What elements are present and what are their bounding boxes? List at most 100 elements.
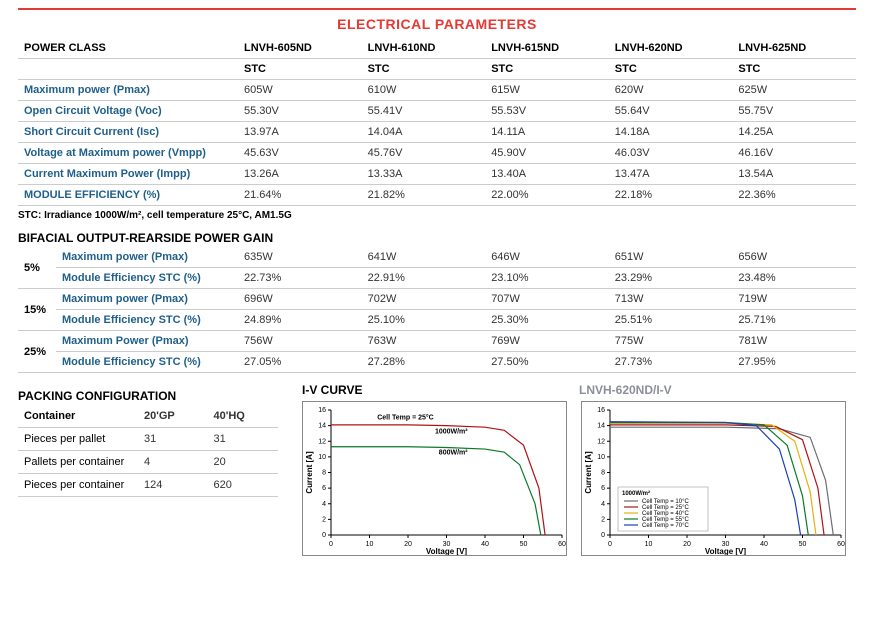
row-label: Voltage at Maximum power (Vmpp): [18, 143, 238, 164]
svg-text:Current [A]: Current [A]: [584, 451, 593, 494]
svg-text:4: 4: [601, 501, 605, 508]
cell: 646W: [485, 247, 609, 268]
packing-title: PACKING CONFIGURATION: [18, 389, 278, 403]
cell: 14.25A: [732, 122, 856, 143]
gain-label: 25%: [18, 331, 56, 373]
svg-text:1000W/m²: 1000W/m²: [622, 490, 650, 497]
cell: 23.10%: [485, 268, 609, 289]
svg-text:40: 40: [481, 541, 489, 548]
svg-text:60: 60: [837, 541, 845, 548]
svg-text:40: 40: [760, 541, 768, 548]
gain-label: 15%: [18, 289, 56, 331]
cell: 46.16V: [732, 143, 856, 164]
cell: 13.54A: [732, 164, 856, 185]
row-label: Maximum power (Pmax): [56, 289, 238, 310]
svg-text:12: 12: [597, 438, 605, 445]
iv-chart-irradiance: 01020304050600246810121416Voltage [V]Cur…: [302, 401, 567, 556]
cell: 696W: [238, 289, 362, 310]
table-row: 5%Maximum power (Pmax)635W641W646W651W65…: [18, 247, 856, 268]
svg-text:2: 2: [322, 516, 326, 523]
cell: 27.95%: [732, 352, 856, 373]
cell: 45.90V: [485, 143, 609, 164]
svg-text:12: 12: [318, 438, 326, 445]
cell: 124: [138, 474, 208, 497]
cell: 20: [208, 451, 279, 474]
table-row: 25%Maximum Power (Pmax)756W763W769W775W7…: [18, 331, 856, 352]
cell: 13.33A: [362, 164, 486, 185]
iv-subtitle: LNVH-620ND/I-V: [579, 383, 856, 397]
row-label: Maximum power (Pmax): [18, 80, 238, 101]
svg-text:Cell Temp = 25°C: Cell Temp = 25°C: [377, 413, 434, 421]
row-label: MODULE EFFICIENCY (%): [18, 185, 238, 206]
svg-text:Cell Temp = 70°C: Cell Temp = 70°C: [642, 523, 689, 529]
cell: 641W: [362, 247, 486, 268]
svg-text:10: 10: [318, 454, 326, 461]
bifacial-title: BIFACIAL OUTPUT-REARSIDE POWER GAIN: [18, 231, 856, 245]
svg-text:16: 16: [318, 407, 326, 414]
svg-text:2: 2: [601, 516, 605, 523]
row-label: Maximum Power (Pmax): [56, 331, 238, 352]
table-row: Pallets per container420: [18, 451, 278, 474]
cell: 651W: [609, 247, 733, 268]
cell: 14.18A: [609, 122, 733, 143]
row-label: Container: [18, 405, 138, 428]
cell: 27.50%: [485, 352, 609, 373]
cell: 13.47A: [609, 164, 733, 185]
svg-text:6: 6: [601, 485, 605, 492]
model-header: LNVH-620ND: [609, 38, 733, 59]
row-label: Short Circuit Current (Isc): [18, 122, 238, 143]
cell: 702W: [362, 289, 486, 310]
cell: 40'HQ: [208, 405, 279, 428]
model-header: LNVH-605ND: [238, 38, 362, 59]
cell: 27.73%: [609, 352, 733, 373]
svg-text:1000W/m²: 1000W/m²: [435, 428, 468, 435]
row-label: Maximum power (Pmax): [56, 247, 238, 268]
cell: 620W: [609, 80, 733, 101]
cell: 55.75V: [732, 101, 856, 122]
cell: 25.10%: [362, 310, 486, 331]
cell: 769W: [485, 331, 609, 352]
cell: 4: [138, 451, 208, 474]
stc-header: STC: [609, 59, 733, 80]
svg-text:0: 0: [601, 532, 605, 539]
stc-note: STC: Irradiance 1000W/m², cell temperatu…: [18, 210, 856, 221]
cell: 13.26A: [238, 164, 362, 185]
model-header: LNVH-615ND: [485, 38, 609, 59]
svg-text:60: 60: [558, 541, 566, 548]
cell: 656W: [732, 247, 856, 268]
svg-text:8: 8: [601, 470, 605, 477]
stc-header: STC: [362, 59, 486, 80]
cell: 55.53V: [485, 101, 609, 122]
cell: 14.04A: [362, 122, 486, 143]
section-title: ELECTRICAL PARAMETERS: [18, 16, 856, 32]
cell: 45.76V: [362, 143, 486, 164]
cell: 23.29%: [609, 268, 733, 289]
cell: 31: [138, 428, 208, 451]
table-row: Pieces per pallet3131: [18, 428, 278, 451]
table-row: Voltage at Maximum power (Vmpp)45.63V45.…: [18, 143, 856, 164]
cell: 22.18%: [609, 185, 733, 206]
table-row: Module Efficiency STC (%)22.73%22.91%23.…: [18, 268, 856, 289]
svg-text:20: 20: [683, 541, 691, 548]
svg-text:4: 4: [322, 501, 326, 508]
cell: 31: [208, 428, 279, 451]
svg-text:Current [A]: Current [A]: [305, 451, 314, 494]
table-row: Current Maximum Power (Impp)13.26A13.33A…: [18, 164, 856, 185]
iv-title: I-V CURVE: [302, 383, 579, 397]
packing-table: Container20'GP40'HQPieces per pallet3131…: [18, 405, 278, 497]
row-label: Pallets per container: [18, 451, 138, 474]
cell: 13.97A: [238, 122, 362, 143]
cell: 781W: [732, 331, 856, 352]
cell: 13.40A: [485, 164, 609, 185]
cell: 22.73%: [238, 268, 362, 289]
cell: 756W: [238, 331, 362, 352]
stc-header: STC: [238, 59, 362, 80]
cell: 46.03V: [609, 143, 733, 164]
cell: 25.30%: [485, 310, 609, 331]
svg-text:14: 14: [318, 423, 326, 430]
svg-text:16: 16: [597, 407, 605, 414]
svg-text:10: 10: [645, 541, 653, 548]
svg-text:10: 10: [366, 541, 374, 548]
row-label: Current Maximum Power (Impp): [18, 164, 238, 185]
cell: 775W: [609, 331, 733, 352]
